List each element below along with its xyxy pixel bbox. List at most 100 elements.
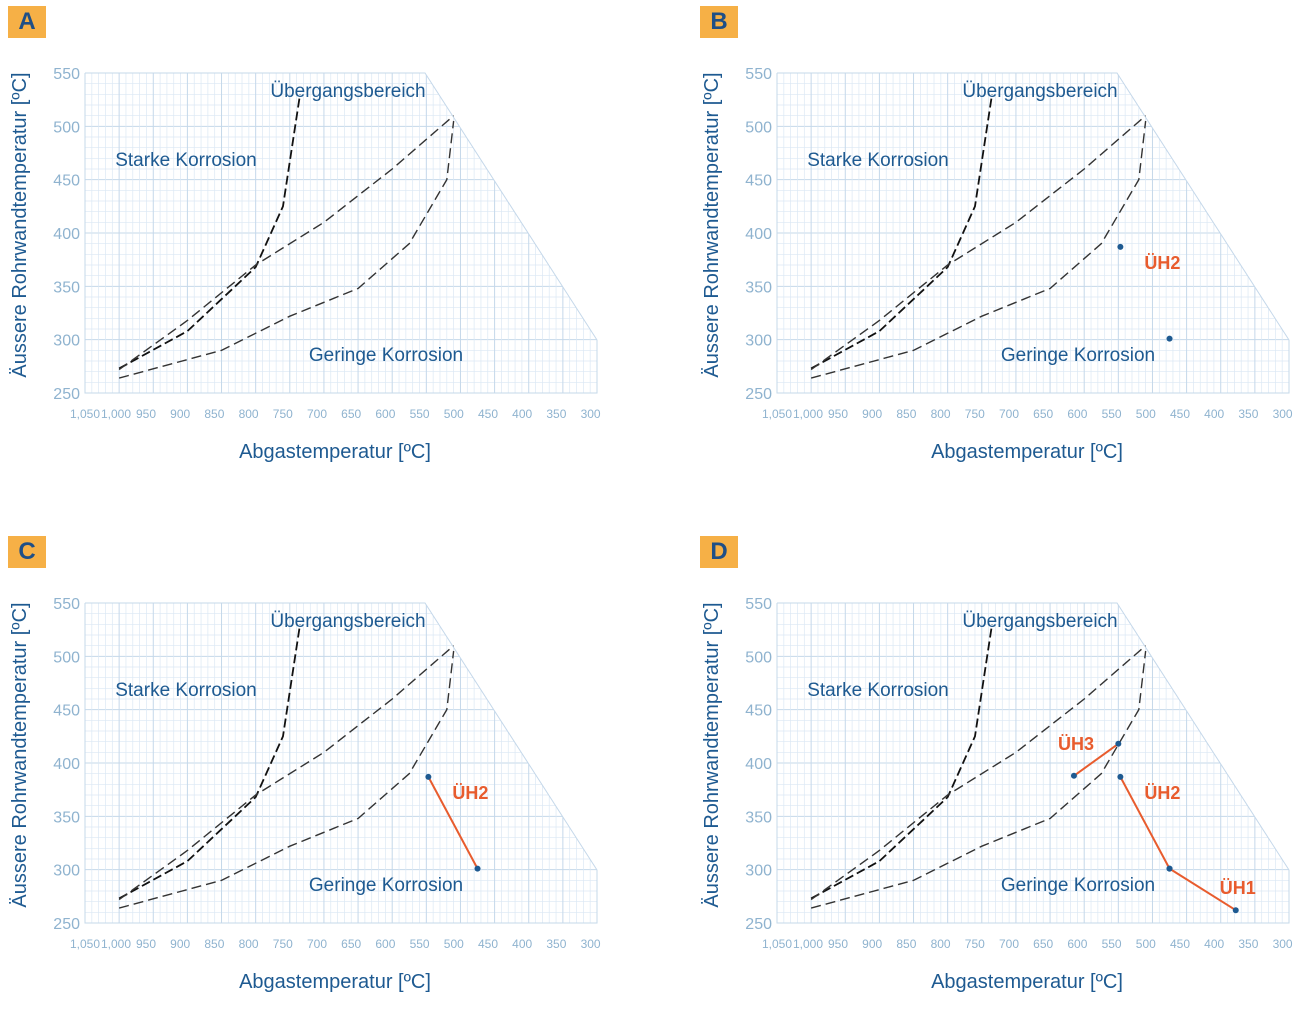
boundary-curve-1 — [810, 115, 1147, 371]
y-tick-label: 350 — [745, 809, 772, 826]
x-tick-label: 400 — [1204, 407, 1224, 421]
panel-badge: C — [8, 536, 46, 568]
boundary-curve-1 — [118, 645, 455, 901]
region-label: Starke Korrosion — [807, 680, 949, 701]
x-tick-label: 650 — [341, 937, 361, 951]
x-tick-label: 450 — [478, 937, 498, 951]
y-tick-label: 250 — [53, 916, 80, 933]
x-tick-label: 400 — [1204, 937, 1224, 951]
x-tick-label: 350 — [546, 407, 566, 421]
y-axis-label: Äussere Rohrwandtemperatur [ºC] — [701, 602, 723, 907]
y-tick-label: 300 — [53, 333, 80, 350]
x-tick-label: 1,000 — [101, 937, 131, 951]
x-tick-label: 650 — [1033, 937, 1053, 951]
y-tick-label: 550 — [53, 66, 80, 83]
x-tick-label: 550 — [1102, 937, 1122, 951]
boundary-curve-0 — [118, 94, 301, 370]
region-label: Starke Korrosion — [115, 150, 257, 171]
heat-exchanger-point — [1232, 907, 1239, 914]
x-tick-label: 450 — [1170, 937, 1190, 951]
x-tick-label: 600 — [1067, 407, 1087, 421]
boundary-curve-1 — [810, 645, 1147, 901]
y-tick-label: 500 — [53, 649, 80, 666]
y-tick-label: 450 — [745, 703, 772, 720]
y-axis-label: Äussere Rohrwandtemperatur [ºC] — [9, 72, 31, 377]
panel-badge: A — [8, 6, 46, 38]
chart-panel-d: D 550 500 450 400 350 300 250 1,050 1,000 950 900 8… — [692, 530, 1300, 1029]
region-label: Starke Korrosion — [807, 150, 949, 171]
chart-panel-b: B 550 500 450 400 350 300 250 1,050 1,000 950 900 8… — [692, 0, 1300, 499]
region-label: Übergangsbereich — [270, 81, 425, 102]
x-tick-label: 950 — [828, 937, 848, 951]
plot-frame — [776, 72, 1290, 394]
x-tick-label: 800 — [931, 407, 951, 421]
y-tick-label: 450 — [53, 173, 80, 190]
x-tick-label: 750 — [965, 407, 985, 421]
boundary-curve-2 — [810, 120, 1147, 379]
x-axis-label: Abgastemperatur [ºC] — [931, 441, 1123, 463]
heat-exchanger-point — [1166, 865, 1173, 872]
x-tick-label: 600 — [375, 407, 395, 421]
heat-exchanger-point — [425, 773, 432, 780]
x-tick-label: 1,000 — [793, 937, 823, 951]
chart-svg: 550 500 450 400 350 300 250 1,050 1,000 950 900 850… — [701, 596, 1293, 993]
heat-exchanger-point — [1117, 773, 1124, 780]
y-tick-label: 250 — [53, 386, 80, 403]
heat-exchanger-point — [1117, 243, 1124, 250]
heat-exchanger-point — [1166, 335, 1173, 342]
x-tick-label: 650 — [1033, 407, 1053, 421]
boundary-curve-0 — [810, 624, 993, 900]
x-tick-label: 700 — [307, 937, 327, 951]
x-tick-label: 800 — [239, 937, 259, 951]
heat-exchanger-label: ÜH1 — [1220, 878, 1256, 898]
y-tick-label: 350 — [745, 279, 772, 296]
region-label: Geringe Korrosion — [1001, 345, 1155, 366]
region-label: Übergangsbereich — [962, 81, 1117, 102]
y-tick-label: 300 — [745, 333, 772, 350]
y-tick-label: 500 — [745, 649, 772, 666]
y-tick-label: 500 — [745, 119, 772, 136]
y-tick-label: 550 — [745, 596, 772, 613]
chart-panel-a: A 550 500 450 400 350 300 250 1,050 1,000 950 900 8… — [0, 0, 650, 499]
chart-svg: 550 500 450 400 350 300 250 1,050 1,000 950 900 850… — [701, 66, 1293, 463]
x-tick-label: 450 — [1170, 407, 1190, 421]
y-tick-label: 350 — [53, 279, 80, 296]
y-tick-label: 350 — [53, 809, 80, 826]
x-tick-label: 350 — [1238, 407, 1258, 421]
plot-frame — [84, 602, 598, 924]
chart-svg: 550 500 450 400 350 300 250 1,050 1,000 950 900 850… — [9, 66, 601, 463]
y-tick-label: 450 — [53, 703, 80, 720]
x-tick-label: 900 — [862, 407, 882, 421]
x-tick-label: 500 — [1136, 407, 1156, 421]
boundary-curve-0 — [810, 94, 993, 370]
heat-exchanger-line — [1169, 867, 1237, 912]
y-tick-label: 450 — [745, 173, 772, 190]
x-tick-label: 400 — [512, 937, 532, 951]
x-tick-label: 400 — [512, 407, 532, 421]
heat-exchanger-label: ÜH3 — [1058, 734, 1094, 754]
plot-frame — [776, 602, 1290, 924]
x-tick-label: 900 — [862, 937, 882, 951]
x-axis-label: Abgastemperatur [ºC] — [239, 441, 431, 463]
heat-exchanger-line — [427, 776, 479, 870]
x-axis-label: Abgastemperatur [ºC] — [931, 971, 1123, 993]
x-tick-label: 300 — [581, 937, 601, 951]
x-tick-label: 1,000 — [101, 407, 131, 421]
x-tick-label: 1,050 — [762, 407, 792, 421]
x-tick-label: 750 — [965, 937, 985, 951]
heat-exchanger-point — [1115, 740, 1122, 747]
boundary-curve-1 — [118, 115, 455, 371]
heat-exchanger-point — [1070, 772, 1077, 779]
x-tick-label: 600 — [375, 937, 395, 951]
boundary-curve-2 — [118, 650, 455, 909]
region-label: Geringe Korrosion — [1001, 875, 1155, 896]
y-tick-label: 300 — [53, 863, 80, 880]
x-tick-label: 350 — [1238, 937, 1258, 951]
x-tick-label: 950 — [136, 407, 156, 421]
x-tick-label: 700 — [999, 407, 1019, 421]
x-tick-label: 500 — [1136, 937, 1156, 951]
x-tick-label: 300 — [1273, 407, 1293, 421]
x-tick-label: 900 — [170, 937, 190, 951]
x-tick-label: 800 — [931, 937, 951, 951]
x-tick-label: 700 — [999, 937, 1019, 951]
